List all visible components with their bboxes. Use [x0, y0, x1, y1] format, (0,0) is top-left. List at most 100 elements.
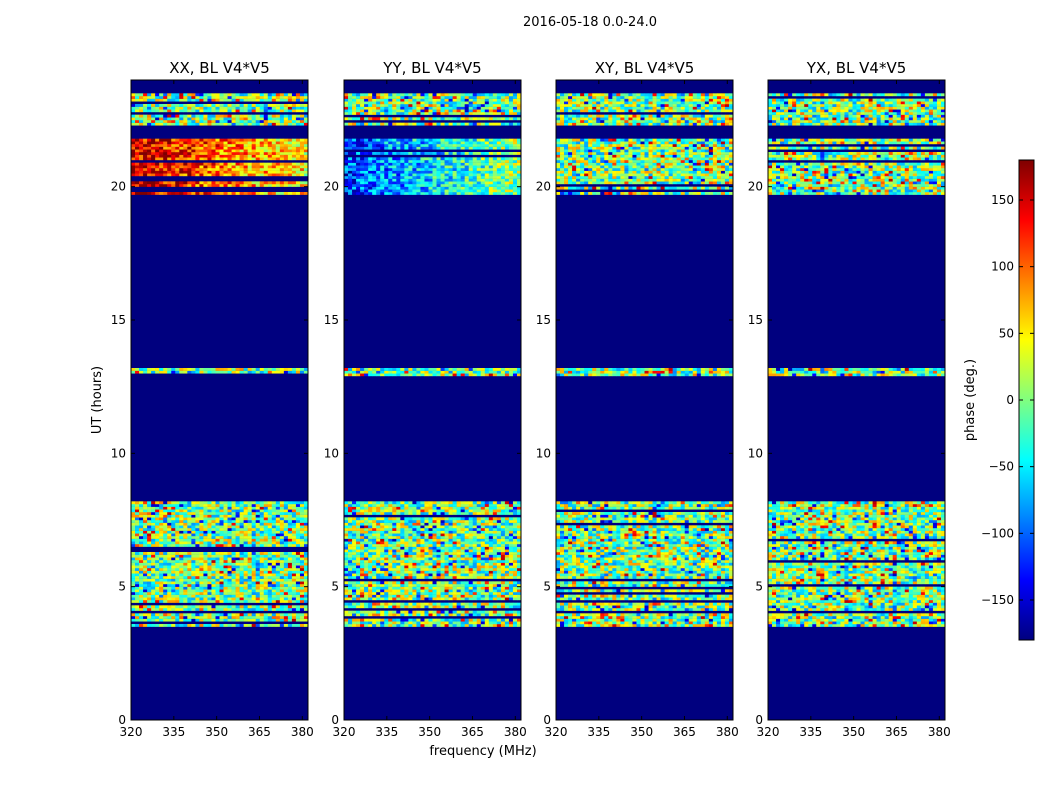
heatmap-cell [219, 96, 224, 99]
heatmap-cell [211, 597, 216, 601]
heatmap-cell [195, 106, 200, 110]
heatmap-cell [187, 576, 192, 579]
heatmap-cell [223, 512, 228, 515]
heatmap-cell [255, 544, 261, 547]
heatmap-cell [428, 506, 433, 510]
heatmap-cell [163, 528, 168, 531]
heatmap-cell [416, 592, 421, 595]
heatmap-cell [191, 594, 196, 598]
heatmap-cell [191, 517, 196, 521]
heatmap-cell [476, 501, 482, 505]
heatmap-cell [207, 530, 212, 534]
heatmap-cell [400, 530, 405, 534]
heatmap-cell [243, 616, 248, 619]
heatmap-cell [500, 536, 506, 539]
heatmap-cell [424, 520, 429, 523]
heatmap-cell [131, 370, 136, 374]
heatmap-cell [219, 613, 224, 617]
heatmap-cell [219, 520, 224, 523]
heatmap-cell [279, 568, 285, 571]
heatmap-cell [444, 557, 449, 561]
heatmap-cell [183, 616, 188, 619]
heatmap-cell [195, 533, 200, 537]
heatmap-cell [460, 560, 465, 563]
heatmap-cell [460, 544, 465, 547]
heatmap-cell [420, 592, 425, 595]
heatmap-cell [480, 594, 486, 598]
heatmap-cell [436, 613, 441, 617]
heatmap-cell [231, 122, 236, 126]
heatmap-cell [263, 104, 269, 107]
heatmap-cell [492, 509, 498, 513]
heatmap-cell [163, 525, 168, 529]
heatmap-cell [251, 96, 256, 99]
heatmap-cell [131, 165, 136, 169]
heatmap-cell [175, 152, 180, 155]
heatmap-cell [187, 600, 192, 603]
heatmap-cell [412, 594, 417, 598]
heatmap-cell [432, 602, 437, 606]
heatmap-cell [135, 141, 140, 145]
heatmap-cell [392, 618, 397, 622]
y-tick-label: 20 [111, 180, 126, 194]
heatmap-cell [344, 565, 349, 569]
heatmap-cell [139, 146, 144, 150]
heatmap-cell [211, 146, 216, 150]
heatmap-cell [203, 570, 208, 574]
heatmap-cell [267, 168, 273, 171]
heatmap-cell [436, 570, 441, 574]
heatmap-cell [239, 608, 244, 611]
heatmap-cell [191, 560, 196, 563]
heatmap-cell [432, 576, 437, 579]
heatmap-cell [504, 581, 510, 585]
x-tick-label: 335 [162, 725, 185, 739]
heatmap-cell [255, 608, 261, 611]
heatmap-cell [147, 152, 152, 155]
heatmap-cell [259, 594, 265, 598]
heatmap-cell [452, 552, 457, 555]
heatmap-cell [512, 509, 518, 513]
heatmap-cell [203, 144, 208, 147]
heatmap-cell [143, 576, 148, 579]
heatmap-cell [263, 109, 269, 113]
heatmap-cell [275, 618, 281, 622]
heatmap-cell [267, 109, 273, 113]
heatmap-cell [223, 144, 228, 147]
heatmap-cell [151, 157, 156, 161]
heatmap-cell [456, 589, 461, 593]
heatmap-cell [472, 554, 478, 558]
heatmap-cell [223, 154, 228, 158]
heatmap-cell [432, 549, 437, 553]
heatmap-cell [147, 581, 152, 585]
heatmap-cell [283, 104, 289, 107]
heatmap-cell [456, 562, 461, 566]
heatmap-cell [279, 578, 285, 582]
heatmap-cell [424, 597, 429, 601]
heatmap-cell [155, 589, 160, 593]
heatmap-cell [295, 506, 301, 510]
heatmap-cell [163, 608, 168, 611]
heatmap-cell [135, 162, 140, 166]
heatmap-cell [191, 616, 196, 619]
heatmap-cell [500, 610, 506, 614]
heatmap-cell [139, 141, 144, 145]
heatmap-cell [348, 530, 353, 534]
heatmap-cell [259, 522, 265, 526]
heatmap-cell [468, 549, 474, 553]
heatmap-cell [303, 568, 309, 571]
heatmap-cell [231, 154, 236, 158]
heatmap-cell [283, 594, 289, 598]
heatmap-cell [131, 168, 136, 171]
heatmap-cell [247, 368, 252, 371]
heatmap-cell [271, 368, 277, 371]
heatmap-cell [151, 594, 156, 598]
heatmap-cell [147, 162, 152, 166]
heatmap-cell [464, 592, 469, 595]
heatmap-cell [163, 104, 168, 107]
heatmap-cell [287, 576, 293, 579]
heatmap-cell [484, 504, 490, 507]
heatmap-cell [251, 613, 256, 617]
heatmap-cell [207, 541, 212, 545]
heatmap-cell [380, 512, 385, 515]
heatmap-cell [239, 509, 244, 513]
